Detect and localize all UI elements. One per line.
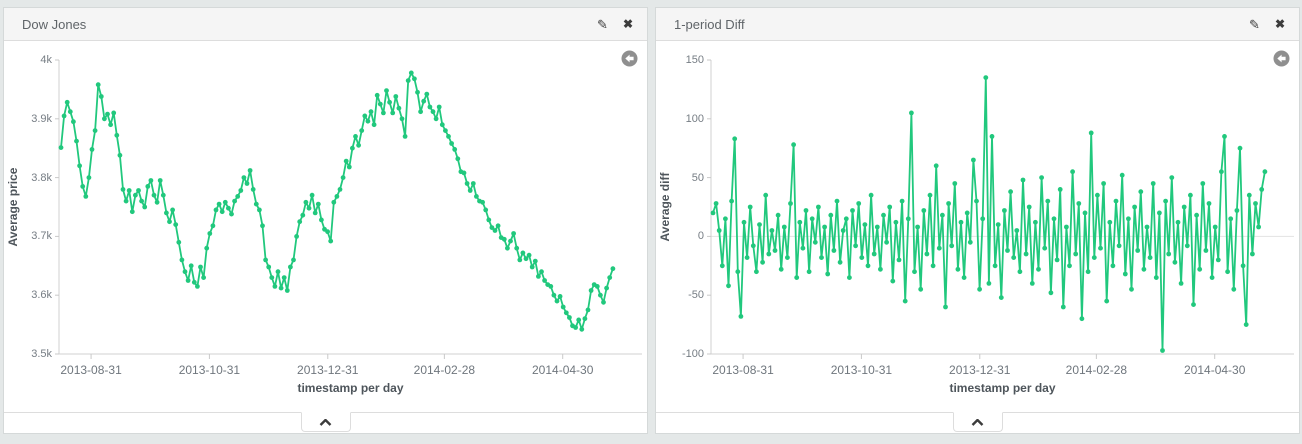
y-tick-label: -50	[688, 289, 704, 302]
y-tick-label: 100	[685, 112, 704, 125]
panel-title: 1-period Diff	[674, 16, 745, 32]
chart-dow-jones: Average price timestamp per day 4k 3.9k 3.…	[4, 41, 647, 412]
chevron-up-icon	[971, 418, 984, 426]
panel-footer	[656, 412, 1299, 432]
y-tick-label: 4k	[40, 54, 52, 66]
y-tick-label: 150	[685, 54, 704, 66]
plot-area	[707, 59, 1294, 359]
data-point-markers[interactable]	[710, 75, 1268, 353]
chevron-up-icon	[319, 418, 332, 426]
x-tick-label: 2014-04-30	[1184, 363, 1246, 377]
y-tick-label: 3.8k	[31, 171, 52, 184]
y-tick-label: 3.5k	[31, 348, 52, 360]
x-tick-label: 2013-10-31	[830, 363, 893, 377]
x-axis-label: timestamp per day	[949, 381, 1056, 395]
chart-1-period-diff: Average diff timestamp per day 150 100 50 0…	[656, 41, 1299, 412]
y-tick-label: 0	[697, 230, 704, 243]
plot-area	[55, 59, 642, 359]
x-tick-label: 2014-04-30	[532, 363, 594, 377]
close-icon[interactable]: ✖	[1274, 17, 1285, 31]
panel-header[interactable]: 1-period Diff ✎ ✖	[656, 8, 1299, 41]
panel-footer	[4, 412, 647, 432]
panel-header[interactable]: Dow Jones ✎ ✖	[4, 8, 647, 41]
line-series	[712, 76, 1266, 352]
y-tick-label: -100	[681, 348, 704, 360]
close-icon[interactable]: ✖	[622, 17, 633, 31]
edit-pencil-icon[interactable]: ✎	[1249, 16, 1260, 32]
edit-pencil-icon[interactable]: ✎	[597, 16, 608, 32]
panel-title: Dow Jones	[22, 16, 87, 32]
y-tick-label: 3.9k	[31, 112, 52, 125]
panel-dow-jones: Dow Jones ✎ ✖ Average price timestamp pe…	[3, 7, 648, 434]
x-axis-label: timestamp per day	[297, 381, 404, 395]
panel-1-period-diff: 1-period Diff ✎ ✖ Average diff timestamp…	[655, 7, 1300, 434]
x-tick-label: 2013-12-31	[297, 363, 359, 377]
y-tick-label: 3.6k	[31, 289, 52, 302]
x-tick-label: 2013-08-31	[60, 363, 122, 377]
x-tick-label: 2013-10-31	[178, 363, 241, 377]
y-axis-label: Average price	[6, 167, 20, 247]
collapse-panel-button[interactable]	[300, 412, 351, 432]
x-tick-label: 2013-12-31	[949, 363, 1011, 377]
x-tick-label: 2014-02-28	[413, 363, 476, 377]
data-point-markers[interactable]	[58, 70, 616, 332]
x-tick-label: 2014-02-28	[1065, 363, 1128, 377]
collapse-panel-button[interactable]	[952, 412, 1003, 432]
reset-zoom-icon[interactable]	[621, 50, 638, 67]
y-axis-label: Average diff	[658, 172, 672, 242]
x-tick-label: 2013-08-31	[712, 363, 774, 377]
y-tick-label: 3.7k	[31, 230, 52, 243]
reset-zoom-icon[interactable]	[1273, 50, 1290, 67]
y-tick-label: 50	[691, 171, 704, 184]
